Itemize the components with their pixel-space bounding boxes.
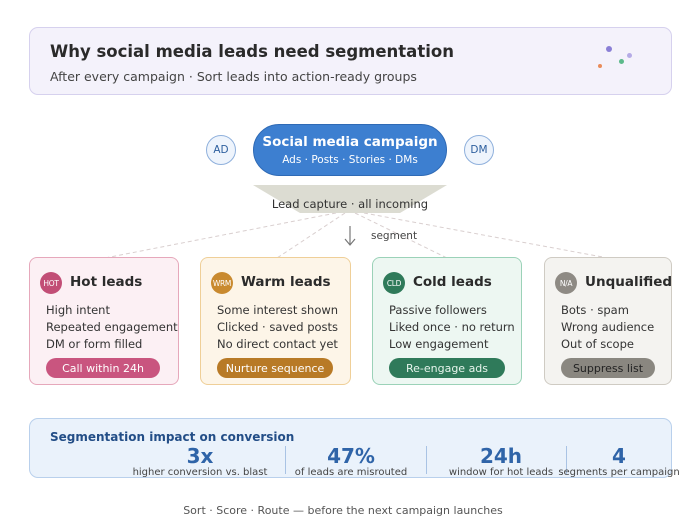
segment-line: Wrong audience <box>561 320 655 334</box>
campaign-channels: Ads · Posts · Stories · DMs <box>282 154 418 166</box>
hot-icon: HOT <box>40 272 62 294</box>
connector-unqualified <box>363 212 609 259</box>
segment-line: DM or form filled <box>46 337 143 351</box>
stat-divider <box>566 446 567 474</box>
page-title: Why social media leads need segmentation <box>50 42 454 61</box>
stat-divider <box>285 446 286 474</box>
segment-title: Unqualified <box>585 274 673 290</box>
segment-card-unqualified: N/A Unqualified Bots · spam Wrong audien… <box>544 257 672 385</box>
ad-badge: AD <box>206 135 236 165</box>
segment-action: Call within 24h <box>46 358 160 378</box>
connector-cold <box>354 212 448 259</box>
campaign-title: Social media campaign <box>262 134 438 150</box>
segment-line: Clicked · saved posts <box>217 320 339 334</box>
stat-label: segments per campaign <box>558 467 680 478</box>
connector-warm <box>276 212 346 259</box>
footer-text: Sort · Score · Route — before the next c… <box>183 504 503 517</box>
decor-dot-purple <box>606 46 612 52</box>
segment-action: Suppress list <box>561 358 655 378</box>
dm-badge: DM <box>464 135 494 165</box>
stat-value: 47% <box>327 444 375 468</box>
impact-title: Segmentation impact on conversion <box>50 430 295 444</box>
segment-line: No direct contact yet <box>217 337 338 351</box>
cold-icon: CLD <box>383 272 405 294</box>
warm-icon: WRM <box>211 272 233 294</box>
segment-title: Hot leads <box>70 274 143 290</box>
stat-item: 3x higher conversion vs. blast <box>125 445 275 479</box>
segment-action: Nurture sequence <box>217 358 333 378</box>
segment-title: Warm leads <box>241 274 331 290</box>
stat-value: 4 <box>612 444 626 468</box>
segment-line: High intent <box>46 303 110 317</box>
segment-card-hot: HOT Hot leads High intent Repeated engag… <box>29 257 179 385</box>
stat-item: 24h window for hot leads <box>442 445 560 479</box>
segment-line: Some interest shown <box>217 303 339 317</box>
funnel-label: Lead capture · all incoming <box>271 197 429 211</box>
campaign-node: Social media campaign Ads · Posts · Stor… <box>253 124 447 176</box>
funnel-shape <box>253 185 447 213</box>
segment-card-cold: CLD Cold leads Passive followers Liked o… <box>372 257 522 385</box>
impact-panel: Segmentation impact on conversion 3x hig… <box>29 418 680 479</box>
segment-line: Low engagement <box>389 337 489 351</box>
segment-action: Re-engage ads <box>389 358 505 378</box>
segment-line: Out of scope <box>561 337 634 351</box>
header-panel: Why social media leads need segmentation… <box>29 27 672 95</box>
decor-dot-lavender <box>627 53 632 58</box>
segment-title: Cold leads <box>413 274 492 290</box>
segment-line: Liked once · no return <box>389 320 515 334</box>
segment-line: Passive followers <box>389 303 487 317</box>
arrow-head-icon <box>344 238 356 246</box>
stat-label: higher conversion vs. blast <box>132 467 268 478</box>
connector-hot <box>104 212 337 259</box>
segment-card-warm: WRM Warm leads Some interest shown Click… <box>200 257 351 385</box>
na-icon: N/A <box>555 272 577 294</box>
decor-dot-green <box>619 59 624 64</box>
segment-label: segment <box>371 230 418 242</box>
stat-item: 4 segments per campaign <box>558 445 680 479</box>
decor-dot-orange <box>598 64 602 68</box>
stat-divider <box>426 446 427 474</box>
stat-label: window for hot leads <box>448 467 554 478</box>
stat-value: 24h <box>479 444 523 468</box>
stat-value: 3x <box>186 444 214 468</box>
segment-line: Bots · spam <box>561 303 629 317</box>
segment-line: Repeated engagement <box>46 320 178 334</box>
stat-item: 47% of leads are misrouted <box>292 445 410 479</box>
page-subtitle: After every campaign · Sort leads into a… <box>50 69 417 84</box>
stat-label: of leads are misrouted <box>294 467 408 478</box>
